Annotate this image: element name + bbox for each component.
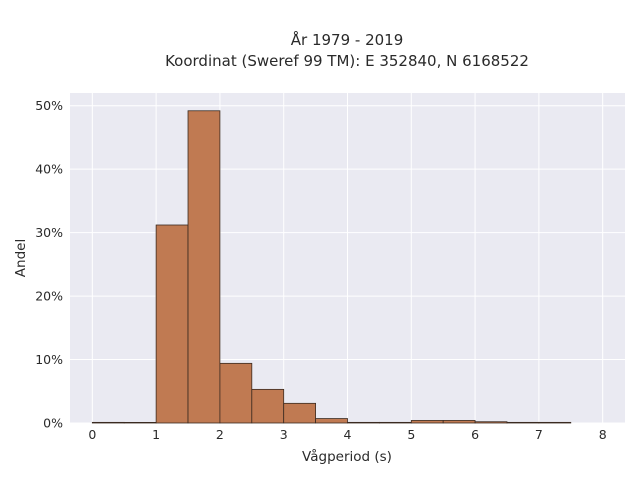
histogram-bar (474, 421, 508, 424)
histogram-bar (538, 421, 572, 424)
x-axis-label: Vågperiod (s) (302, 448, 392, 465)
histogram-bar (283, 402, 317, 424)
histogram-bar (315, 418, 348, 424)
chart-title: År 1979 - 2019 (291, 30, 404, 49)
x-tick-label: 1 (152, 427, 160, 442)
histogram-bar (155, 224, 189, 424)
histogram-bar (506, 421, 540, 424)
bars (91, 110, 572, 424)
y-tick-labels: 0% 10% 20% 30% 40% 50% (35, 98, 63, 430)
y-tick-label: 40% (35, 162, 63, 177)
x-tick-label: 6 (471, 427, 479, 442)
histogram-bar (251, 388, 285, 424)
histogram-bar (123, 421, 157, 424)
y-tick-label: 50% (35, 98, 63, 113)
histogram-bar (442, 420, 476, 424)
y-tick-label: 10% (35, 352, 63, 367)
histogram-bar (219, 362, 253, 424)
x-tick-label: 3 (280, 427, 288, 442)
x-tick-label: 2 (216, 427, 224, 442)
histogram-bar (91, 421, 125, 424)
y-axis-label: Andel (13, 239, 29, 277)
y-tick-label: 0% (43, 416, 63, 431)
histogram-bar (347, 421, 380, 424)
histogram-bar (378, 421, 412, 424)
x-tick-label: 0 (88, 427, 96, 442)
histogram-bar (410, 420, 444, 424)
x-tick-label: 5 (407, 427, 415, 442)
x-tick-labels: 0 1 2 3 4 5 6 7 8 (88, 427, 606, 442)
x-tick-label: 7 (535, 427, 543, 442)
x-tick-label: 8 (599, 427, 607, 442)
chart-subtitle: Koordinat (Sweref 99 TM): E 352840, N 61… (165, 52, 529, 70)
histogram-bar (187, 110, 221, 424)
y-tick-label: 30% (35, 225, 63, 240)
y-tick-label: 20% (35, 289, 63, 304)
x-tick-label: 4 (344, 427, 352, 442)
